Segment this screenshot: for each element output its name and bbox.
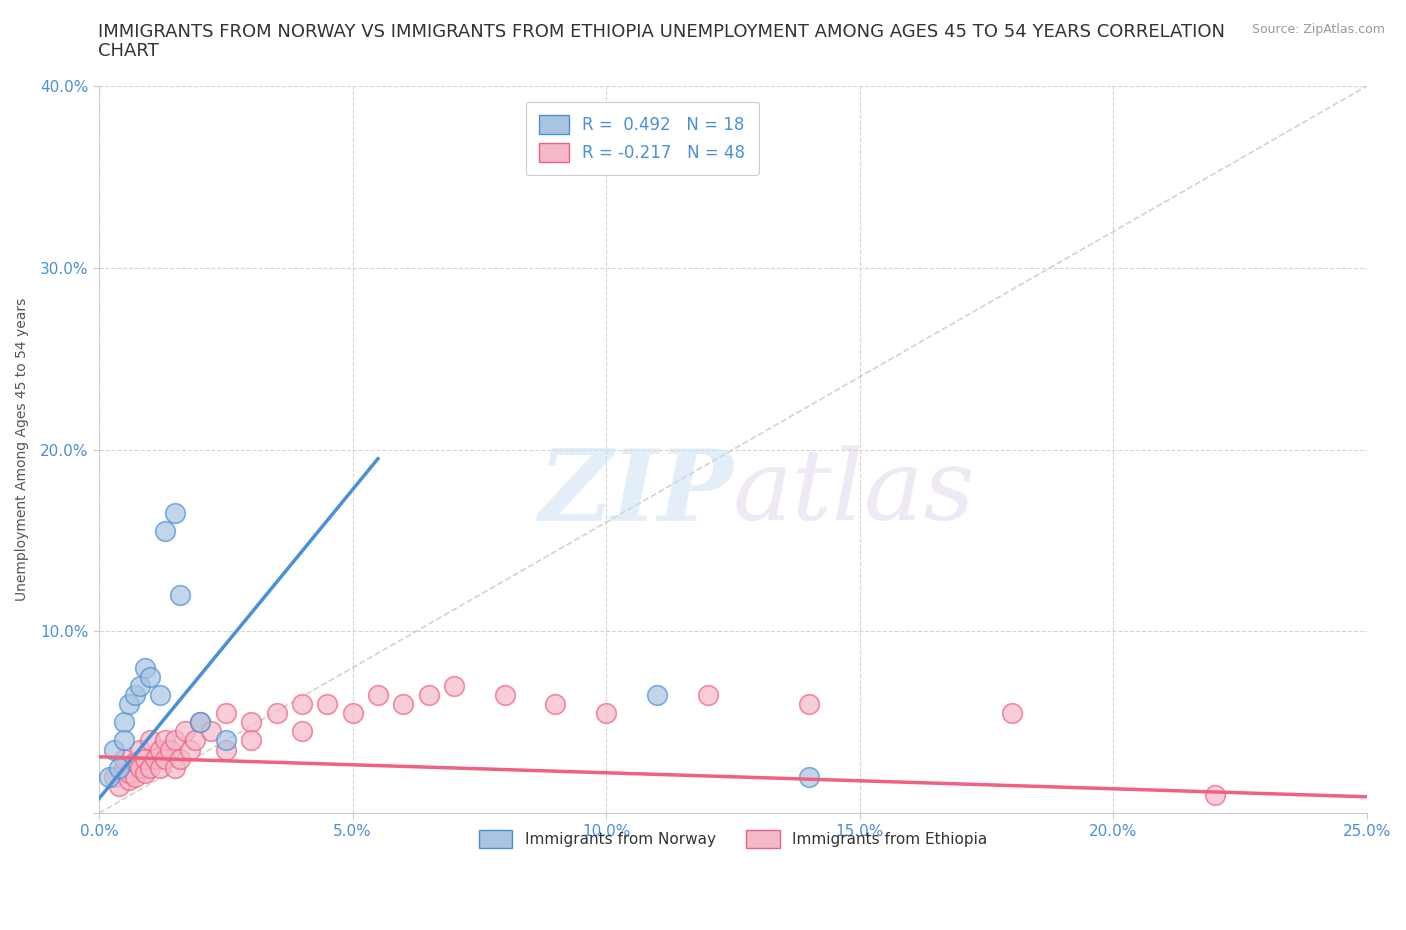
Point <box>118 773 141 788</box>
Point <box>1204 788 1226 803</box>
Legend: Immigrants from Norway, Immigrants from Ethiopia: Immigrants from Norway, Immigrants from … <box>467 817 1000 860</box>
Point <box>103 742 125 757</box>
Point <box>240 715 263 730</box>
Point <box>159 742 181 757</box>
Point <box>149 687 172 702</box>
Point <box>797 769 820 784</box>
Point <box>696 687 718 702</box>
Point <box>149 742 172 757</box>
Point <box>118 765 141 780</box>
Point <box>645 687 668 702</box>
Point <box>134 660 156 675</box>
Point <box>124 687 146 702</box>
Point <box>165 760 187 775</box>
Point <box>153 733 176 748</box>
Point <box>797 697 820 711</box>
Point <box>112 733 135 748</box>
Point <box>112 715 135 730</box>
Point <box>595 706 617 721</box>
Point <box>200 724 222 738</box>
Point <box>266 706 288 721</box>
Point <box>124 755 146 770</box>
Point <box>128 742 150 757</box>
Point <box>165 506 187 521</box>
Point <box>367 687 389 702</box>
Point <box>316 697 339 711</box>
Point <box>98 769 121 784</box>
Point <box>494 687 516 702</box>
Point <box>215 733 238 748</box>
Point <box>240 733 263 748</box>
Point <box>139 733 162 748</box>
Point <box>124 769 146 784</box>
Point <box>128 760 150 775</box>
Text: IMMIGRANTS FROM NORWAY VS IMMIGRANTS FROM ETHIOPIA UNEMPLOYMENT AMONG AGES 45 TO: IMMIGRANTS FROM NORWAY VS IMMIGRANTS FRO… <box>98 23 1226 41</box>
Point <box>153 524 176 538</box>
Point <box>190 715 212 730</box>
Text: atlas: atlas <box>733 445 976 541</box>
Point <box>190 715 212 730</box>
Point <box>184 733 207 748</box>
Point <box>149 760 172 775</box>
Y-axis label: Unemployment Among Ages 45 to 54 years: Unemployment Among Ages 45 to 54 years <box>15 298 30 601</box>
Point <box>128 679 150 694</box>
Point <box>134 751 156 766</box>
Point <box>418 687 440 702</box>
Point <box>112 751 135 766</box>
Point <box>108 760 131 775</box>
Point <box>174 724 197 738</box>
Point <box>291 697 314 711</box>
Point <box>143 751 166 766</box>
Point <box>291 724 314 738</box>
Point <box>169 588 191 603</box>
Point <box>112 760 135 775</box>
Text: ZIP: ZIP <box>538 445 733 541</box>
Point <box>108 778 131 793</box>
Point <box>139 670 162 684</box>
Text: CHART: CHART <box>98 42 159 60</box>
Point <box>544 697 567 711</box>
Point <box>215 742 238 757</box>
Point <box>1001 706 1024 721</box>
Point <box>103 769 125 784</box>
Point <box>139 760 162 775</box>
Point <box>165 733 187 748</box>
Point <box>392 697 415 711</box>
Point <box>169 751 191 766</box>
Point <box>443 679 465 694</box>
Point <box>342 706 364 721</box>
Text: Source: ZipAtlas.com: Source: ZipAtlas.com <box>1251 23 1385 36</box>
Point <box>179 742 201 757</box>
Point <box>215 706 238 721</box>
Point <box>134 765 156 780</box>
Point <box>118 697 141 711</box>
Point <box>153 751 176 766</box>
